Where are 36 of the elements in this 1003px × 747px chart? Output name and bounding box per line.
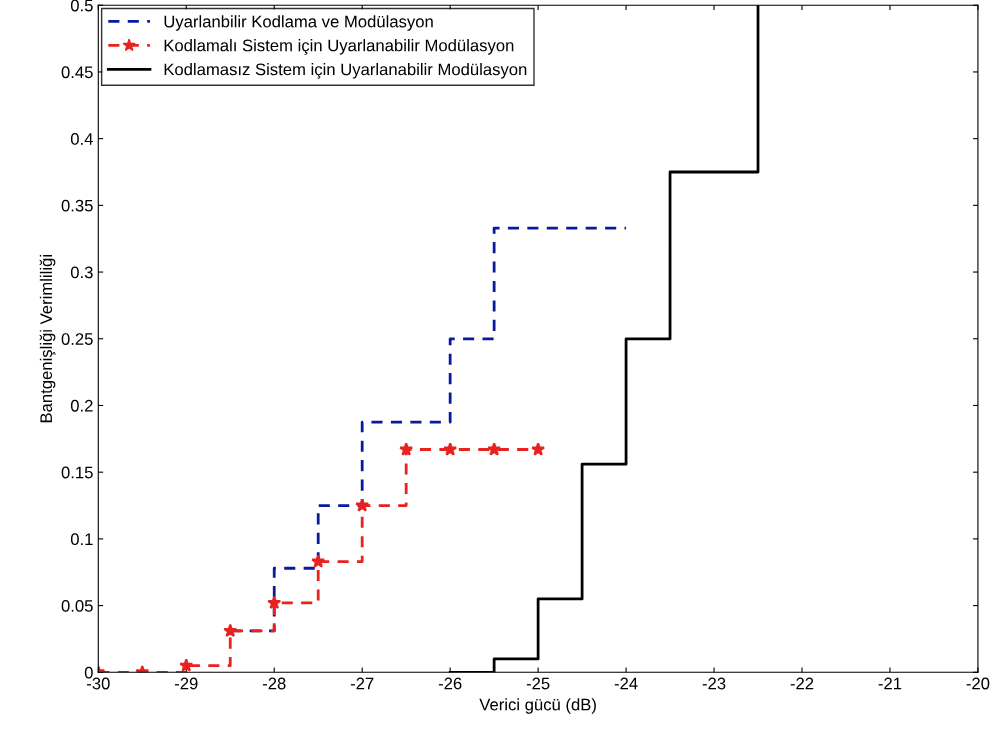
legend-label: Uyarlanbilir Kodlama ve Modülasyon	[164, 15, 433, 31]
legend-label: Kodlamalı Sistem için Uyarlanabilir Modülasyon	[164, 39, 514, 55]
point	[443, 442, 458, 456]
y-tick-label: 0.2	[70, 399, 93, 412]
y-tick-label: 0.4	[70, 133, 93, 145]
point	[487, 442, 502, 456]
point	[311, 554, 326, 568]
point	[267, 595, 282, 610]
x-tick-label: -30	[86, 677, 110, 690]
y-tick-label: 0.25	[61, 333, 93, 345]
legend-label: Kodlamasız Sistem için Uyarlanabilir Modülasyon	[164, 63, 527, 79]
x-tick-label: -20	[966, 677, 990, 690]
x-tick-label: -24	[614, 677, 638, 690]
x-tick-label: -23	[702, 677, 726, 690]
x-axis-title: Verici gücü (dB)	[479, 698, 596, 714]
y-tick-label: 0.05	[61, 599, 93, 612]
x-tick-label: -22	[790, 677, 814, 690]
y-tick-label: 0.1	[70, 533, 93, 546]
y-axis-title: Bantgenişliği Verimliliği	[39, 255, 56, 423]
y-tick-label: 0	[84, 666, 93, 679]
y-tick-label: 0.15	[61, 466, 93, 479]
point	[179, 658, 194, 672]
y-tick-label: 0.5	[70, 0, 93, 12]
y-tick-label: 0.45	[61, 66, 93, 79]
y-tick-label: 0.3	[70, 266, 93, 279]
x-tick-label: -28	[262, 677, 286, 690]
x-tick-label: -25	[526, 677, 550, 690]
y-tick-label: 0.35	[61, 199, 93, 212]
point	[399, 442, 414, 456]
point	[355, 498, 370, 512]
point	[223, 623, 238, 638]
x-tick-label: -27	[350, 677, 374, 690]
x-tick-label: -29	[174, 677, 198, 690]
x-tick-label: -26	[438, 677, 462, 690]
x-tick-label: -21	[878, 677, 902, 690]
point	[531, 442, 546, 456]
